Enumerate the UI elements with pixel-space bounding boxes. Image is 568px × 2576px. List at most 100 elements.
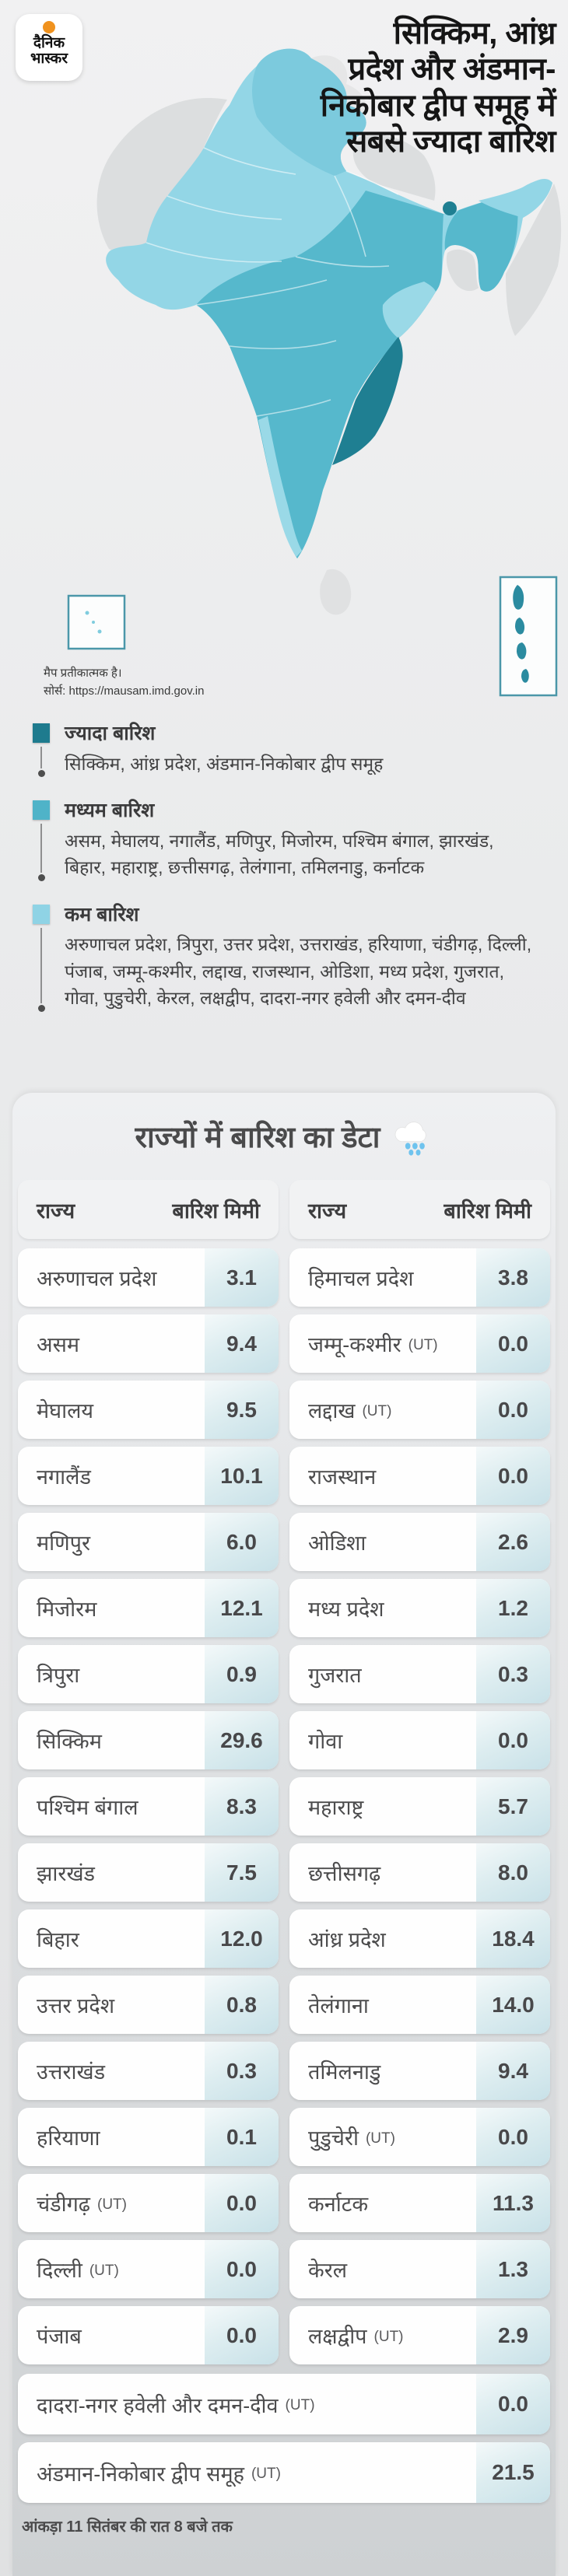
rain-value: 2.9: [498, 2322, 528, 2347]
dainik-bhaskar-logo: दैनिक भास्कर: [16, 14, 82, 81]
table-row: उत्तराखंड 0.3: [18, 2042, 279, 2100]
ut-badge: (UT): [285, 2397, 315, 2413]
legend-item-medium: मध्यम बारिश असम, मेघालय, नगालैंड, मणिपुर…: [33, 800, 551, 881]
state-name: अरुणाचल प्रदेश: [37, 1267, 157, 1290]
column-header-state: राज्य: [37, 1199, 75, 1223]
rain-value: 9.4: [498, 2058, 528, 2083]
column-header-value: बारिश मिमी: [172, 1199, 260, 1223]
table-row: ओडिशा 2.6: [289, 1513, 550, 1571]
legend-label: मध्यम बारिश: [65, 800, 155, 821]
state-name: पश्चिम बंगाल: [37, 1796, 138, 1819]
legend-item-low: कम बारिश अरुणाचल प्रदेश, त्रिपुरा, उत्तर…: [33, 904, 551, 1012]
ut-badge: (UT): [365, 2130, 395, 2147]
page-title-line: निकोबार द्वीप समूह में: [320, 88, 556, 123]
state-name: मणिपुर: [37, 1531, 91, 1555]
table-row: त्रिपुरा 0.9: [18, 1645, 279, 1703]
state-name: सिक्किम: [37, 1730, 102, 1753]
state-name: महाराष्ट्र: [308, 1796, 364, 1819]
map-region-northeast-medium: [444, 191, 518, 292]
page-title: सिक्किम, आंध्र प्रदेश और अंडमान- निकोबार…: [321, 16, 556, 160]
state-name: छत्तीसगढ़: [308, 1862, 381, 1885]
rain-value: 0.0: [498, 2392, 528, 2416]
rain-value: 3.8: [498, 1265, 528, 1290]
rain-value: 1.2: [498, 1595, 528, 1620]
map-note: मैप प्रतीकात्मक है। सोर्स: https://mausa…: [44, 664, 204, 701]
state-name: उत्तराखंड: [37, 2060, 106, 2084]
page-title-line: सबसे ज्यादा बारिश: [346, 124, 556, 159]
rain-value: 8.0: [498, 1860, 528, 1885]
table-row: पुडुचेरी (UT) 0.0: [289, 2108, 550, 2166]
rain-value: 21.5: [492, 2460, 535, 2484]
table-row: राजस्थान 0.0: [289, 1447, 550, 1505]
state-name: मिजोरम: [37, 1598, 97, 1621]
state-borders: [146, 147, 399, 417]
map-region-kerala-low: [258, 416, 302, 557]
rain-value-cell: 0.3: [476, 1645, 550, 1703]
rain-value-cell: 1.3: [476, 2240, 550, 2298]
table-row: महाराष्ट्र 5.7: [289, 1777, 550, 1836]
state-name: पंजाब: [37, 2325, 82, 2348]
rain-value: 6.0: [226, 1529, 257, 1554]
rain-value-cell: 0.0: [476, 1447, 550, 1505]
state-name: तमिलनाडु: [308, 2060, 381, 2084]
map-region-sikkim-high: [443, 201, 457, 215]
rain-value-cell: 14.0: [476, 1976, 550, 2034]
rain-value: 3.1: [226, 1265, 257, 1290]
rain-value: 12.0: [220, 1926, 263, 1951]
rain-value: 0.0: [498, 1463, 528, 1488]
legend-connector-line: [40, 747, 42, 768]
rain-value-cell: 10.1: [205, 1447, 279, 1505]
rain-value-cell: 3.1: [205, 1248, 279, 1307]
rain-value: 29.6: [220, 1727, 263, 1752]
state-name: आंध्र प्रदेश: [308, 1928, 386, 1951]
rain-value-cell: 0.8: [205, 1976, 279, 2034]
legend-swatch-low: [33, 904, 50, 924]
rain-value-cell: 6.0: [205, 1513, 279, 1571]
page-title-line: सिक्किम, आंध्र: [393, 16, 556, 51]
rain-value: 0.8: [226, 1992, 257, 2017]
rain-data-card: राज्यों में बारिश का डेटा राज्य बारिश मि…: [12, 1093, 556, 2576]
rain-value-cell: 0.9: [205, 1645, 279, 1703]
rain-value-cell: 3.8: [476, 1248, 550, 1307]
state-name: केरल: [308, 2259, 348, 2282]
legend-connector-dot: [37, 770, 45, 777]
legend-swatch-medium: [33, 800, 50, 820]
table-title: राज्यों में बारिश का डेटा: [135, 1122, 380, 1154]
table-row: हिमाचल प्रदेश 3.8: [289, 1248, 550, 1307]
table-row: मध्य प्रदेश 1.2: [289, 1579, 550, 1637]
rain-value: 0.9: [226, 1661, 257, 1686]
table-row: लक्षद्वीप (UT) 2.9: [289, 2306, 550, 2364]
rain-value-cell: 2.9: [476, 2306, 550, 2364]
rain-value-cell: 0.1: [205, 2108, 279, 2166]
full-width-rows: दादरा-नगर हवेली और दमन-दीव (UT) 0.0 अंडम…: [18, 2374, 550, 2503]
map-source: सोर्स: https://mausam.imd.gov.in: [44, 684, 205, 698]
rain-value: 11.3: [493, 2190, 534, 2215]
rain-legend: ज्यादा बारिश सिक्किम, आंध्र प्रदेश, अंडम…: [33, 723, 551, 1035]
table-row: झारखंड 7.5: [18, 1843, 279, 1902]
rain-value-cell: 11.3: [476, 2174, 550, 2232]
table-row: छत्तीसगढ़ 8.0: [289, 1843, 550, 1902]
table-column-left: राज्य बारिश मिमी अरुणाचल प्रदेश 3.1 असम …: [18, 1180, 279, 2372]
table-row: जम्मू-कश्मीर (UT) 0.0: [289, 1314, 550, 1373]
table-row: अरुणाचल प्रदेश 3.1: [18, 1248, 279, 1307]
sri-lanka-shape: [320, 569, 352, 615]
state-name: लक्षद्वीप: [308, 2325, 367, 2348]
rain-value: 0.0: [498, 1397, 528, 1422]
state-name: अंडमान-निकोबार द्वीप समूह: [37, 2462, 244, 2486]
state-name: हरियाणा: [37, 2126, 100, 2150]
table-row: असम 9.4: [18, 1314, 279, 1373]
state-name: कर्नाटक: [308, 2193, 369, 2216]
table-row: दादरा-नगर हवेली और दमन-दीव (UT) 0.0: [18, 2374, 550, 2434]
table-row: गोवा 0.0: [289, 1711, 550, 1769]
legend-connector-dot: [37, 1004, 45, 1012]
rain-table: राज्य बारिश मिमी अरुणाचल प्रदेश 3.1 असम …: [18, 1180, 550, 2372]
table-column-right: राज्य बारिश मिमी हिमाचल प्रदेश 3.8 जम्मू…: [289, 1180, 550, 2372]
ut-badge: (UT): [362, 1402, 392, 1419]
table-row: अंडमान-निकोबार द्वीप समूह (UT) 21.5: [18, 2442, 550, 2503]
rain-value: 0.0: [226, 2322, 257, 2347]
rain-value: 0.3: [498, 1661, 528, 1686]
rain-value: 2.6: [498, 1529, 528, 1554]
legend-connector-line: [40, 824, 42, 873]
india-map-svg: [67, 48, 562, 697]
column-header-value: बारिश मिमी: [444, 1199, 531, 1223]
